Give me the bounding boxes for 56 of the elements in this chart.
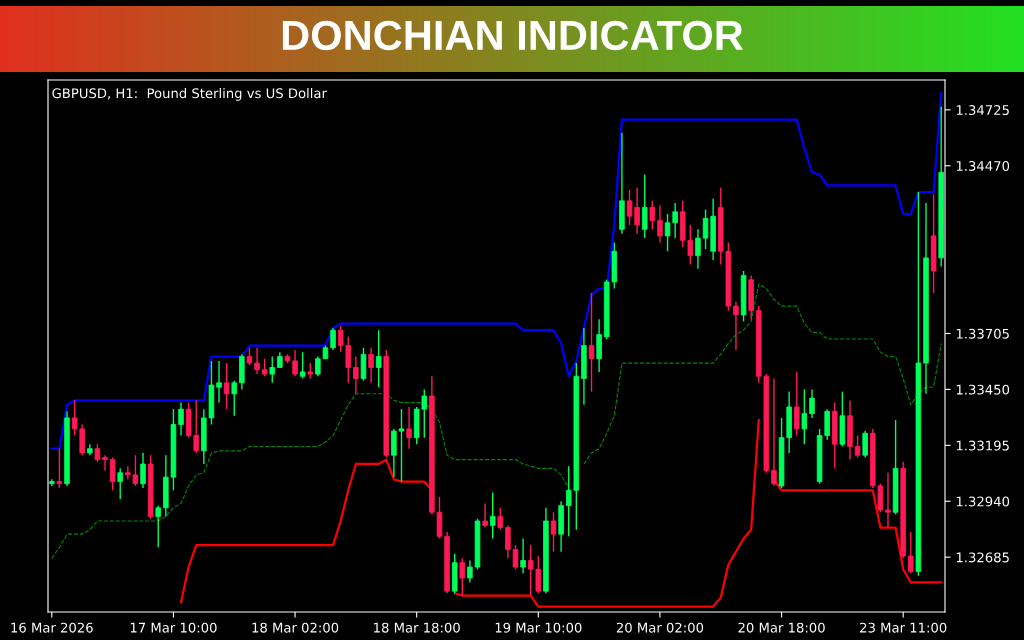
y-tick-label: 1.33705 [956, 328, 1009, 339]
y-tick-label: 1.34725 [956, 105, 1009, 116]
x-tick-label: 19 Mar 10:00 [495, 622, 582, 633]
candlestick [375, 329, 382, 388]
x-tick-label: 23 Mar 11:00 [860, 622, 947, 633]
candlestick [801, 388, 808, 445]
y-tick-label: 1.32685 [956, 552, 1009, 563]
candlestick [649, 200, 656, 231]
candlestick [809, 388, 815, 419]
x-tick-label: 18 Mar 02:00 [252, 622, 339, 633]
x-tick-label: 20 Mar 02:00 [616, 622, 704, 633]
candlestick [733, 301, 739, 351]
candlestick [771, 377, 777, 487]
candlestick [657, 204, 663, 244]
candlestick [330, 327, 336, 351]
y-tick-label: 1.34470 [956, 160, 1010, 171]
candlestick [368, 347, 374, 384]
candlestick [223, 362, 230, 410]
candlestick [641, 173, 648, 239]
x-tick-label: 18 Mar 18:00 [374, 622, 460, 633]
candlestick [56, 447, 63, 489]
x-tick-label: 20 Mar 18:00 [738, 622, 825, 633]
x-tick-label: 17 Mar 10:00 [130, 622, 217, 633]
x-tick-label: 16 Mar 2026 [11, 622, 93, 633]
candlestick [406, 406, 412, 450]
candlestick [695, 228, 701, 270]
candlestick [489, 491, 496, 540]
candlestick [269, 355, 276, 384]
candlestick [231, 379, 238, 417]
candlestick [862, 430, 868, 459]
candlestick [908, 531, 914, 575]
candlestick [155, 504, 161, 549]
y-tick-label: 1.32940 [956, 496, 1010, 507]
candlestick [353, 355, 359, 395]
candlestick [885, 472, 891, 529]
candlestick [254, 347, 260, 375]
y-tick-label: 1.33195 [956, 440, 1009, 451]
candlestick [117, 467, 123, 500]
candlestick [102, 454, 108, 472]
y-tick-label: 1.33450 [956, 384, 1010, 395]
candlestick [854, 434, 861, 459]
candlestick [550, 511, 557, 553]
candlestick [216, 360, 222, 404]
candlestick [793, 371, 800, 437]
candlestick [299, 351, 306, 380]
candlestick [178, 401, 184, 437]
candlestick [109, 456, 116, 491]
candlestick [588, 292, 595, 393]
candlestick [292, 349, 298, 377]
candlestick [482, 502, 488, 529]
candlestick [140, 452, 146, 489]
candlestick [459, 557, 466, 597]
candlestick [520, 537, 526, 575]
candlestick [497, 507, 504, 531]
chart-title: DONCHIAN INDICATOR [282, 20, 744, 51]
text: GBPUSD, H1: Pound Sterling vs US Dollar [52, 87, 327, 101]
